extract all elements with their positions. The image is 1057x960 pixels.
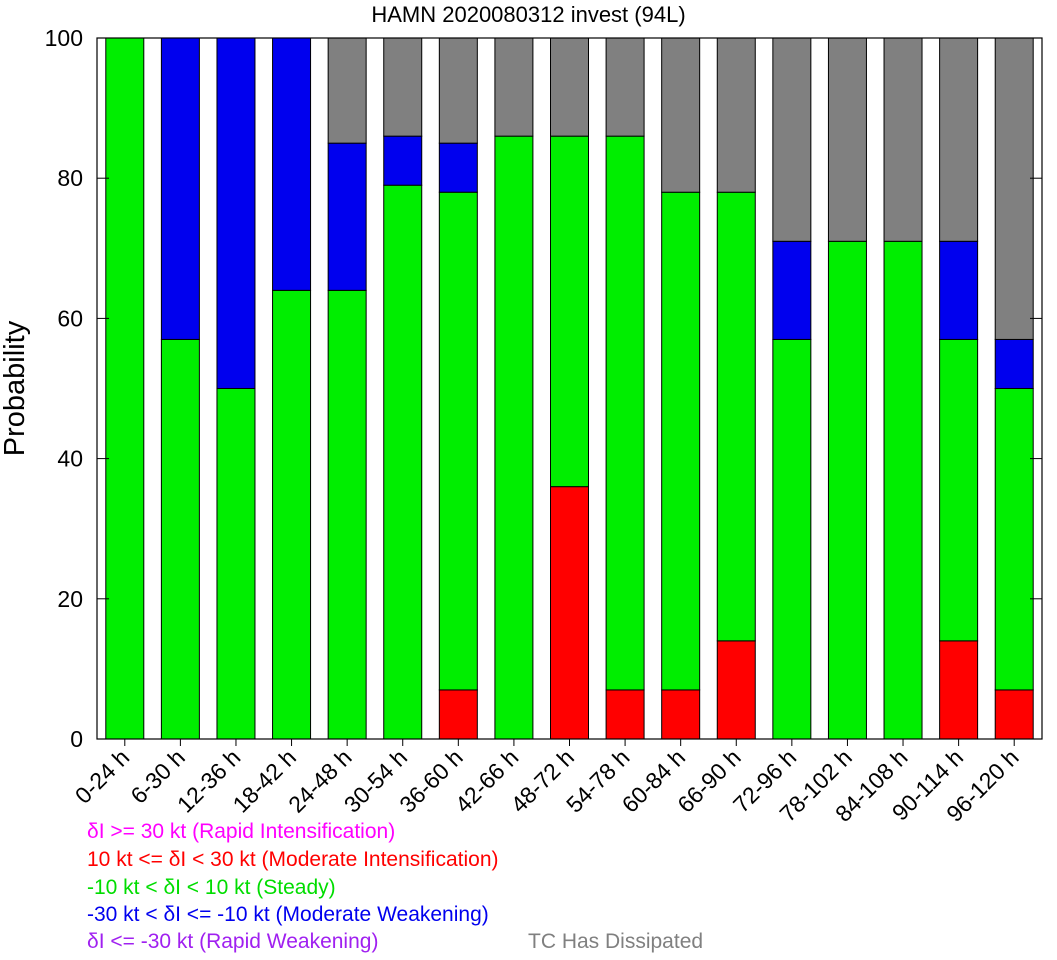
bar-42-66h-series-5 (494, 37, 534, 137)
plot-frame (96, 37, 1043, 740)
bar-90-114h-series-1 (939, 640, 979, 740)
bar-18-42h-series-3 (272, 37, 312, 291)
bar-30-54h-series-2 (383, 184, 423, 740)
bar-96-120h-series-5 (994, 37, 1034, 340)
bar-30-54h-series-5 (383, 37, 423, 137)
bar-66-90h-series-5 (716, 37, 756, 193)
y-tick-label-2: 40 (57, 446, 83, 472)
bar-90-114h-series-2 (939, 338, 979, 642)
bar-24-48h-series-5 (327, 37, 367, 144)
legend-steady: -10 kt < δI < 10 kt (Steady) (87, 876, 336, 899)
bar-78-102h-series-2 (827, 240, 867, 740)
bar-36-60h-series-1 (438, 689, 478, 740)
bar-66-90h-series-1 (716, 640, 756, 740)
bar-72-96h-series-2 (772, 338, 812, 740)
bar-12-36h-series-3 (216, 37, 256, 389)
bar-36-60h-series-2 (438, 191, 478, 691)
legend-moderate-intensification: 10 kt <= δI < 30 kt (Moderate Intensific… (87, 848, 499, 871)
bar-60-84h-series-5 (661, 37, 701, 193)
bar-84-108h-series-5 (883, 37, 923, 242)
y-tick-label-0: 0 (70, 726, 83, 752)
bar-42-66h-series-2 (494, 135, 534, 740)
bar-54-78h-series-1 (605, 689, 645, 740)
bar-54-78h-series-2 (605, 135, 645, 691)
bar-24-48h-series-2 (327, 289, 367, 740)
bar-48-72h-series-2 (550, 135, 589, 488)
x-tick-label-0: 0-24 h (70, 744, 135, 809)
bar-66-90h-series-2 (716, 191, 756, 642)
y-tick-label-4: 80 (57, 165, 83, 191)
bar-72-96h-series-3 (772, 240, 812, 340)
y-axis-label: Probability (0, 320, 31, 456)
bar-0-24h-series-2 (105, 37, 145, 740)
bar-48-72h-series-5 (550, 37, 589, 137)
bar-78-102h-series-5 (827, 37, 867, 242)
bar-30-54h-series-3 (383, 135, 423, 186)
bar-48-72h-series-1 (550, 486, 589, 740)
bar-36-60h-series-5 (438, 37, 478, 144)
bar-12-36h-series-2 (216, 388, 256, 740)
bar-84-108h-series-2 (883, 240, 923, 740)
y-tick-label-5: 100 (45, 25, 83, 51)
bar-90-114h-series-3 (939, 240, 979, 340)
legend-moderate-weakening: -30 kt < δI <= -10 kt (Moderate Weakenin… (87, 903, 489, 926)
bar-6-30h-series-2 (160, 338, 200, 740)
chart-title: HAMN 2020080312 invest (94L) (371, 2, 686, 27)
bar-36-60h-series-3 (438, 142, 478, 193)
bar-72-96h-series-5 (772, 37, 812, 242)
bar-96-120h-series-3 (994, 338, 1034, 389)
legend-rapid-weakening: δI <= -30 kt (Rapid Weakening) (87, 930, 379, 953)
legend-dissipated: TC Has Dissipated (528, 930, 704, 953)
bar-60-84h-series-2 (661, 191, 701, 691)
bar-60-84h-series-1 (661, 689, 701, 740)
y-tick-label-1: 20 (57, 586, 83, 612)
bar-18-42h-series-2 (272, 289, 312, 740)
bar-54-78h-series-5 (605, 37, 645, 137)
bar-96-120h-series-2 (994, 388, 1034, 691)
y-tick-label-3: 60 (57, 305, 83, 331)
bar-96-120h-series-1 (994, 689, 1034, 740)
bar-6-30h-series-3 (160, 37, 200, 340)
bar-24-48h-series-3 (327, 142, 367, 291)
legend-rapid-intensification: δI >= 30 kt (Rapid Intensification) (87, 820, 396, 843)
bar-90-114h-series-5 (939, 37, 979, 242)
